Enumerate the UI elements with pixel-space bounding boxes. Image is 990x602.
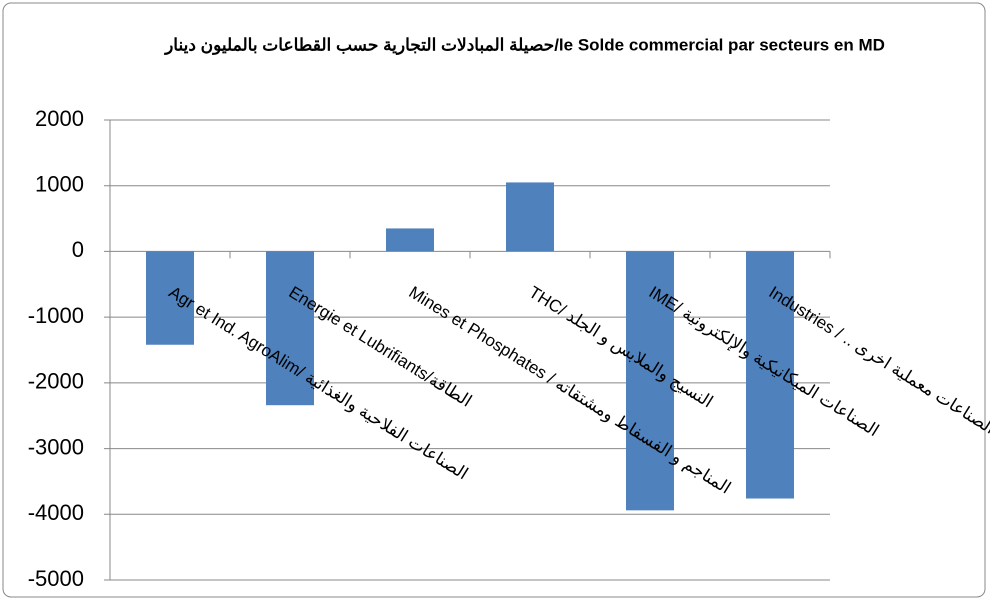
bar bbox=[626, 251, 674, 511]
y-tick-label: 2000 bbox=[35, 106, 84, 131]
bar bbox=[266, 251, 314, 406]
bar bbox=[146, 251, 194, 345]
y-tick-label: 1000 bbox=[35, 172, 84, 197]
bar bbox=[746, 251, 794, 499]
y-tick-label: -5000 bbox=[28, 566, 84, 591]
bar bbox=[506, 182, 554, 252]
y-tick-label: -3000 bbox=[28, 434, 84, 459]
y-tick-label: -2000 bbox=[28, 369, 84, 394]
y-tick-label: -4000 bbox=[28, 500, 84, 525]
y-tick-label: 0 bbox=[72, 237, 84, 262]
bar bbox=[386, 228, 434, 252]
chart-title: حصيلة المبادلات التجارية حسب القطاعات با… bbox=[163, 35, 885, 55]
y-tick-label: -1000 bbox=[28, 303, 84, 328]
